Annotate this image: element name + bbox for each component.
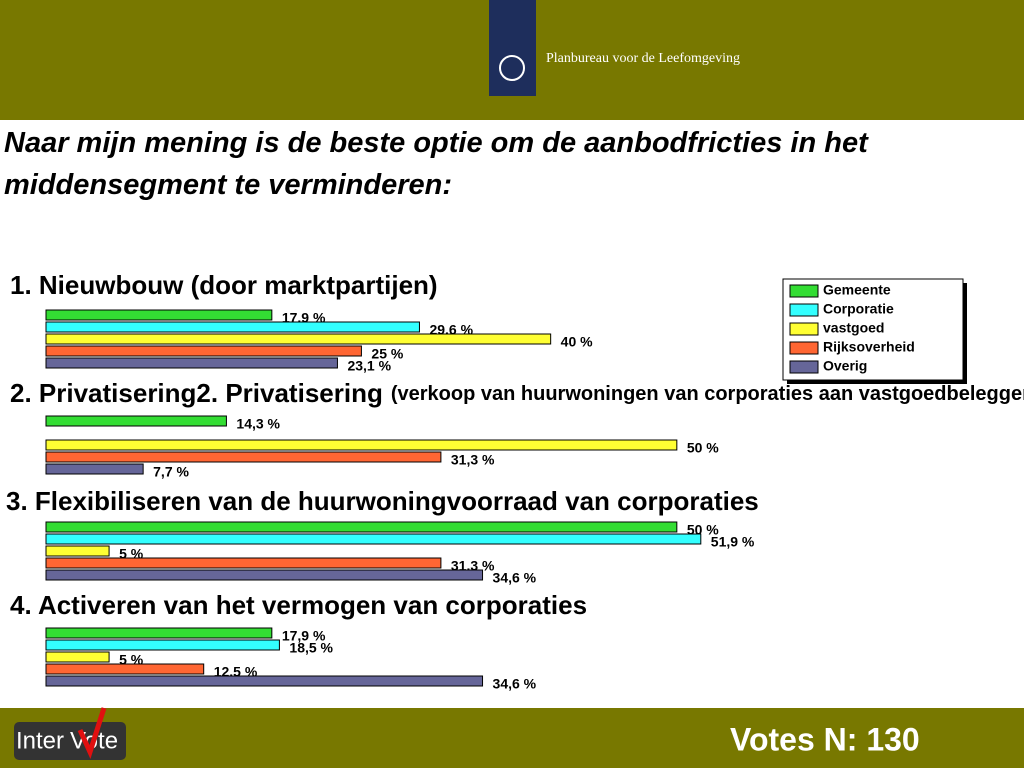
bar [45, 663, 205, 675]
bar [45, 557, 442, 569]
bar [45, 333, 552, 345]
group-heading: 1. Nieuwbouw (door marktpartijen) [10, 270, 438, 300]
legend-swatch [789, 322, 819, 336]
bar [45, 639, 280, 651]
logo-inter: Inter [16, 727, 64, 754]
legend-label: Gemeente [823, 282, 891, 298]
bar [45, 357, 338, 369]
legend-label: Overig [823, 358, 867, 374]
bar [45, 463, 144, 475]
group-heading: 4. Activeren van het vermogen van corpor… [10, 590, 587, 620]
value-label: 51,9 % [711, 534, 755, 550]
bar [45, 451, 442, 463]
bar [45, 345, 362, 357]
bar [45, 675, 484, 687]
value-label: 7,7 % [153, 464, 189, 480]
value-label: 31,3 % [451, 452, 495, 468]
bar [45, 569, 484, 581]
value-label: 34,6 % [493, 676, 537, 692]
legend-swatch [789, 360, 819, 374]
value-label: 18,5 % [289, 640, 333, 656]
group-subtitle: (verkoop van huurwoningen van corporatie… [391, 383, 1024, 405]
value-label: 14,3 % [236, 416, 280, 432]
votes-count: Votes N: 130 [730, 721, 920, 757]
group-heading: 2. Privatisering2. Privatisering (verkoop… [10, 378, 1024, 408]
group-heading: 3. Flexibiliseren van de huurwoningvoorr… [6, 486, 759, 516]
bar [45, 415, 227, 427]
value-label: 23,1 % [347, 358, 391, 374]
footer-band [0, 708, 1024, 768]
value-label: 50 % [687, 440, 719, 456]
organization: Planbureau voor de Leefomgeving [546, 51, 740, 66]
logo-check [77, 707, 107, 759]
legend-swatch [789, 341, 819, 355]
value-label: 17,9 % [282, 628, 326, 644]
chart-title: Naar mijn mening is de beste optie om de… [4, 127, 868, 201]
logo-box [489, 0, 536, 96]
title-box: Naar mijn mening is de beste optie om de… [4, 127, 868, 201]
value-label: 40 % [561, 334, 593, 350]
bar [45, 309, 273, 321]
legend-label: vastgoed [823, 320, 884, 336]
legend-label: Corporatie [823, 301, 894, 317]
legend-swatch [789, 303, 819, 317]
bar [45, 533, 702, 545]
legend-label: Rijksoverheid [823, 339, 915, 355]
legend-swatch [789, 284, 819, 298]
bar [45, 321, 420, 333]
bar [45, 439, 678, 451]
bar [45, 521, 678, 533]
bar [45, 545, 110, 557]
value-label: 34,6 % [493, 570, 537, 586]
bar [45, 651, 110, 663]
bar [45, 627, 273, 639]
logo-emblem [499, 55, 525, 81]
value-label: 25 % [371, 346, 403, 362]
legend: Gemeente Corporatie vastgoed Rijksoverheid O… [782, 278, 967, 384]
